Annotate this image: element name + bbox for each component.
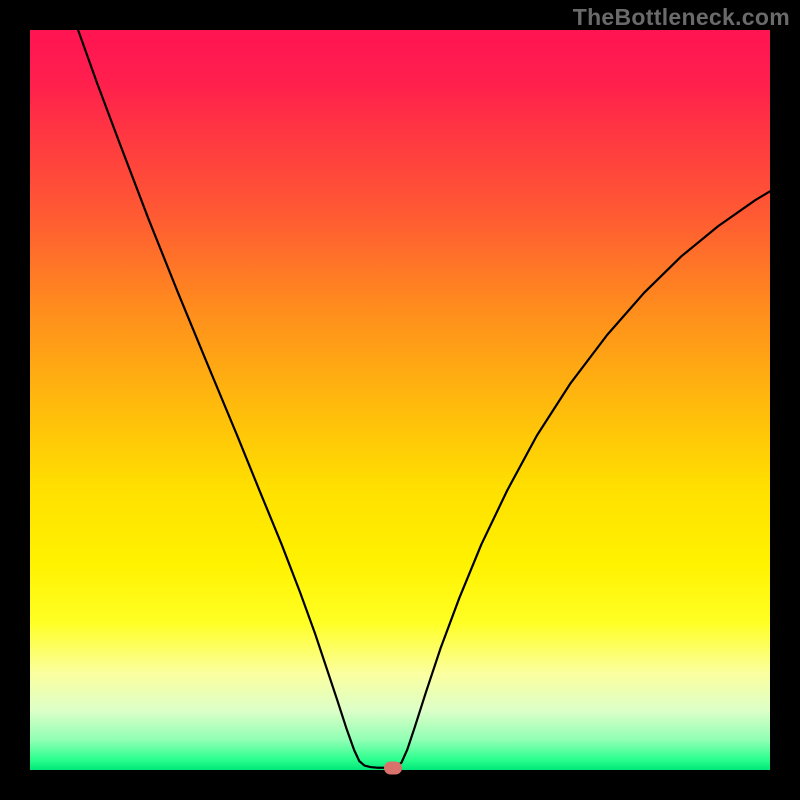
- bottleneck-marker: [384, 761, 402, 774]
- bottleneck-curve: [30, 30, 770, 770]
- chart-container: TheBottleneck.com: [0, 0, 800, 800]
- plot-area: [30, 30, 770, 770]
- watermark-text: TheBottleneck.com: [573, 4, 790, 31]
